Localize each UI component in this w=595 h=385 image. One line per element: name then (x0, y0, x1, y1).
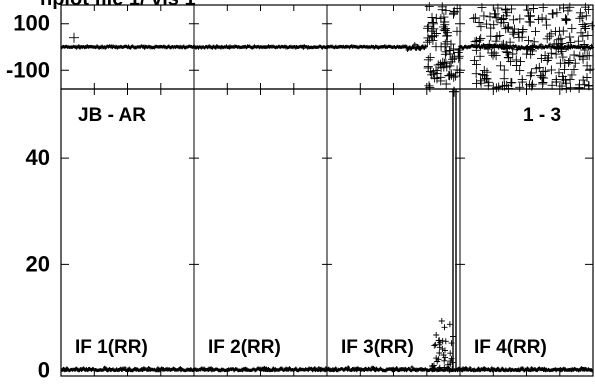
phase-points-scattered (69, 2, 595, 93)
amplitude-plot: 0 20 40 JB - AR 1 - 3 IF 1(RR) IF 2(RR) IF… (26, 86, 594, 383)
amplitude-y-tick-label: 0 (38, 358, 50, 380)
stokes-label: 1 - 3 (523, 105, 561, 126)
phase-points (60, 2, 595, 93)
if-panel-label-1: IF 1(RR) (75, 337, 148, 358)
amplitude-points-rise (429, 318, 456, 374)
phase-points-dense (60, 42, 428, 52)
amplitude-y-tick-label: 20 (26, 251, 50, 276)
phase-ticks: 100 -100 (6, 5, 593, 89)
if-panel-label-3: IF 3(RR) (341, 337, 414, 358)
if-panel-label-2: IF 2(RR) (208, 337, 281, 358)
if-panel-label-4: IF 4(RR) (474, 337, 547, 358)
amplitude-y-tick-label: 40 (26, 145, 50, 170)
phase-plot: 100 -100 (6, 2, 595, 93)
phase-y-tick-label: 100 (13, 11, 50, 36)
amplitude-spike-peak (449, 86, 459, 97)
baseline-label: JB - AR (78, 105, 146, 126)
phase-y-tick-label: -100 (6, 57, 50, 82)
